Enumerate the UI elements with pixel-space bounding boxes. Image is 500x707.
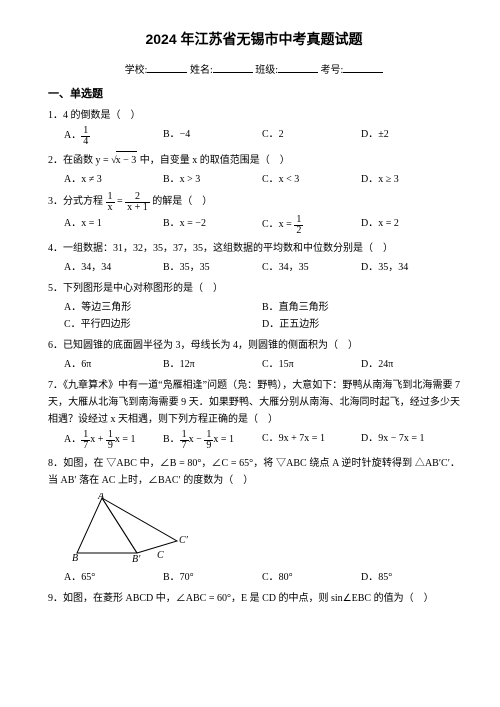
q7-stem: 7．《九章算术》中有一道“凫雁相逢”问题（凫：野鸭），大意如下：野鸭从南海飞到北…	[48, 377, 460, 428]
q7-option-c: C．9x + 7x = 1	[262, 430, 361, 451]
question-9: 9．如图，在菱形 ABCD 中，∠ABC = 60°，E 是 CD 的中点，则 …	[48, 590, 460, 607]
q9-stem: 9．如图，在菱形 ABCD 中，∠ABC = 60°，E 是 CD 的中点，则 …	[48, 590, 460, 607]
q4-option-a: A．34，34	[64, 259, 163, 276]
q2-stem: 2．在函数 y = x − 3 中，自变量 x 的取值范围是（ ）	[48, 151, 460, 169]
q4-option-b: B．35，35	[163, 259, 262, 276]
q1-option-a: A．14	[64, 126, 163, 147]
question-3: 3．分式方程 1x = 2x + 1 的解是（ ） A．x = 1 B．x = …	[48, 192, 460, 236]
student-info-line: 学校: 姓名: 班级: 考号:	[48, 62, 460, 79]
q7-option-d: D．9x − 7x = 1	[361, 430, 460, 451]
q4-option-c: C．34，35	[262, 259, 361, 276]
q5-option-d: D．正五边形	[262, 316, 460, 333]
svg-text:B′: B′	[132, 554, 141, 563]
q7-option-a: A．17x + 19x = 1	[64, 430, 163, 451]
q6-option-c: C．15π	[262, 356, 361, 373]
svg-text:C′: C′	[179, 535, 189, 546]
q2-option-b: B．x > 3	[163, 171, 262, 188]
q8-figure: A B B′ C C′	[72, 493, 192, 563]
q3-option-a: A．x = 1	[64, 215, 163, 236]
section-1-header: 一、单选题	[48, 85, 460, 104]
question-4: 4．一组数据：31，32，35，37，35，这组数据的平均数和中位数分别是（ ）…	[48, 240, 460, 276]
q8-option-a: A．65°	[64, 569, 163, 586]
svg-text:A: A	[97, 493, 105, 502]
q3-option-b: B．x = −2	[163, 215, 262, 236]
q1-option-c: C．2	[262, 126, 361, 147]
page-title: 2024 年江苏省无锡市中考真题试题	[48, 28, 460, 52]
q4-option-d: D．35，34	[361, 259, 460, 276]
q3-option-d: D．x = 2	[361, 215, 460, 236]
q2-option-c: C．x < 3	[262, 171, 361, 188]
q4-stem: 4．一组数据：31，32，35，37，35，这组数据的平均数和中位数分别是（ ）	[48, 240, 460, 257]
q6-option-d: D．24π	[361, 356, 460, 373]
svg-text:C: C	[157, 550, 164, 561]
q8-stem: 8．如图，在 ▽ABC 中，∠B = 80°，∠C = 65°，将 ▽ABC 绕…	[48, 455, 460, 489]
question-1: 1．4 的倒数是（ ） A．14 B．−4 C．2 D．±2	[48, 107, 460, 147]
q5-option-b: B．直角三角形	[262, 299, 460, 316]
q1-option-b: B．−4	[163, 126, 262, 147]
q6-option-b: B．12π	[163, 356, 262, 373]
q5-option-c: C．平行四边形	[64, 316, 262, 333]
name-blank	[213, 62, 253, 73]
q1-option-d: D．±2	[361, 126, 460, 147]
q1-stem: 1．4 的倒数是（ ）	[48, 107, 460, 124]
name-label: 姓名:	[190, 65, 213, 76]
svg-text:B: B	[72, 553, 78, 563]
class-blank	[278, 62, 318, 73]
q3-option-c: C．x = 12	[262, 215, 361, 236]
q7-option-b: B．17x − 19x = 1	[163, 430, 262, 451]
question-8: 8．如图，在 ▽ABC 中，∠B = 80°，∠C = 65°，将 ▽ABC 绕…	[48, 455, 460, 586]
question-5: 5．下列图形是中心对称图形的是（ ） A．等边三角形 B．直角三角形 C．平行四…	[48, 280, 460, 333]
q2-option-a: A．x ≠ 3	[64, 171, 163, 188]
examno-blank	[343, 62, 383, 73]
q8-option-d: D．85°	[361, 569, 460, 586]
class-label: 班级:	[255, 65, 278, 76]
question-6: 6．已知圆锥的底面圆半径为 3，母线长为 4，则圆锥的侧面积为（ ） A．6π …	[48, 337, 460, 373]
examno-label: 考号:	[321, 65, 344, 76]
q5-option-a: A．等边三角形	[64, 299, 262, 316]
q6-stem: 6．已知圆锥的底面圆半径为 3，母线长为 4，则圆锥的侧面积为（ ）	[48, 337, 460, 354]
question-7: 7．《九章算术》中有一道“凫雁相逢”问题（凫：野鸭），大意如下：野鸭从南海飞到北…	[48, 377, 460, 451]
q2-option-d: D．x ≥ 3	[361, 171, 460, 188]
question-2: 2．在函数 y = x − 3 中，自变量 x 的取值范围是（ ） A．x ≠ …	[48, 151, 460, 188]
q6-option-a: A．6π	[64, 356, 163, 373]
school-blank	[147, 62, 187, 73]
q5-stem: 5．下列图形是中心对称图形的是（ ）	[48, 280, 460, 297]
q8-option-b: B．70°	[163, 569, 262, 586]
q3-stem: 3．分式方程 1x = 2x + 1 的解是（ ）	[48, 192, 460, 213]
q8-option-c: C．80°	[262, 569, 361, 586]
school-label: 学校:	[125, 65, 148, 76]
